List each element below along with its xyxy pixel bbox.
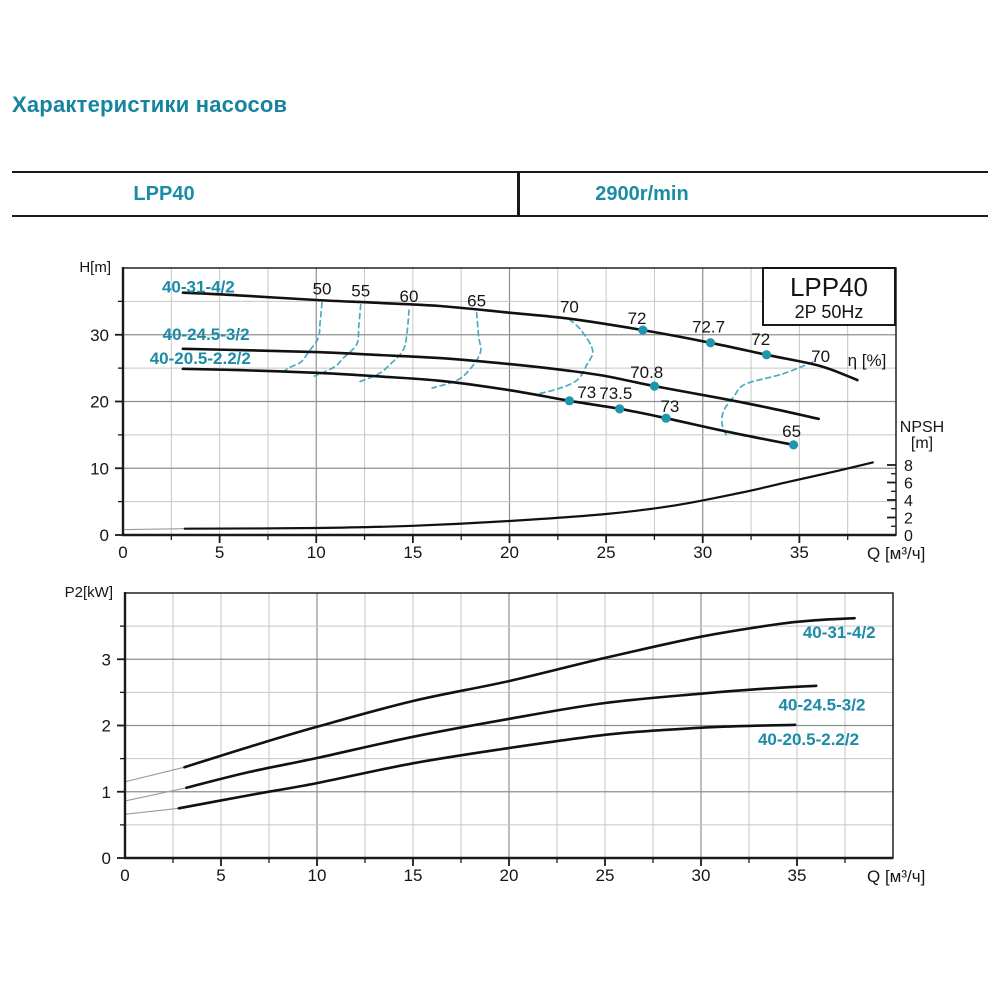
efficiency-contour-70 xyxy=(535,318,594,396)
efficiency-label: 55 xyxy=(351,282,370,301)
x-tick-label: 15 xyxy=(404,866,423,885)
x-tick-label: 30 xyxy=(692,866,711,885)
efficiency-dot xyxy=(788,440,799,450)
pump-model-cell: LPP40 xyxy=(133,183,195,205)
y-axis-title: P2[kW] xyxy=(65,584,113,601)
efficiency-label: 65 xyxy=(467,292,486,311)
y-tick-label: 1 xyxy=(102,783,111,802)
curve-40-24.5-3/2 xyxy=(185,684,818,790)
efficiency-label: 72.7 xyxy=(692,318,725,337)
npsh-curve-lead xyxy=(124,528,186,531)
npsh-axis-title: NPSH xyxy=(900,419,944,436)
y-tick-label: 2 xyxy=(102,717,111,736)
power-chart: 40-31-4/240-24.5-3/240-20.5-2.2/20 5 10 15 2… xyxy=(65,584,926,886)
type-box-model: LPP40 xyxy=(790,272,868,302)
npsh-tick-label: 0 xyxy=(904,528,913,545)
efficiency-dot xyxy=(638,325,648,335)
x-tick-label: 30 xyxy=(693,543,712,562)
x-tick-label: 20 xyxy=(500,543,519,562)
curve-label-40-20.5-2.2/2: 40-20.5-2.2/2 xyxy=(150,349,251,368)
efficiency-contour-60 xyxy=(355,309,410,384)
y-tick-label: 10 xyxy=(90,459,109,478)
efficiency-label: 70.8 xyxy=(630,363,663,382)
efficiency-dot xyxy=(564,396,575,406)
spec-table: LPP40 2900r/min xyxy=(12,171,988,217)
x-tick-label: 10 xyxy=(307,543,326,562)
efficiency-label: 73 xyxy=(577,383,596,402)
efficiency-label: 72 xyxy=(628,309,647,328)
curve-label-40-31-4/2: 40-31-4/2 xyxy=(162,278,235,297)
x-tick-label: 0 xyxy=(118,543,127,562)
y-tick-label: 3 xyxy=(102,650,111,669)
y-tick-label: 30 xyxy=(90,326,109,345)
npsh-curve xyxy=(183,461,874,530)
pump-speed-cell: 2900r/min xyxy=(595,183,689,205)
efficiency-contour-70 xyxy=(720,361,814,440)
y-tick-label: 20 xyxy=(90,393,109,412)
efficiency-label: η [%] xyxy=(848,351,887,370)
x-tick-label: 20 xyxy=(500,866,519,885)
curve-40-24.5-3/2 xyxy=(181,347,820,421)
curve-40-20.5-2.2/2 xyxy=(181,367,795,447)
y-axis-title: H[m] xyxy=(79,259,111,276)
y-tick-label: 0 xyxy=(100,526,109,545)
curve-lead-40-20.5-2.2/2 xyxy=(124,807,180,815)
type-box-speed: 2P 50Hz xyxy=(795,302,864,322)
x-tick-label: 35 xyxy=(788,866,807,885)
npsh-tick-label: 2 xyxy=(904,511,913,528)
x-tick-label: 25 xyxy=(597,543,616,562)
curve-label-40-31-4/2: 40-31-4/2 xyxy=(803,623,876,642)
x-tick-label: 10 xyxy=(308,866,327,885)
efficiency-label: 60 xyxy=(400,287,419,306)
spec-table-divider xyxy=(517,173,520,215)
x-axis-title: Q [м³/ч] xyxy=(867,544,925,563)
efficiency-dot xyxy=(649,381,660,391)
x-axis-title: Q [м³/ч] xyxy=(867,867,925,886)
x-tick-label: 5 xyxy=(216,866,225,885)
efficiency-label: 70 xyxy=(811,347,830,366)
x-tick-label: 25 xyxy=(596,866,615,885)
x-tick-label: 35 xyxy=(790,543,809,562)
y-tick-label: 0 xyxy=(102,849,111,868)
curve-40-31-4/2 xyxy=(183,616,856,769)
npsh-tick-label: 6 xyxy=(904,476,913,493)
efficiency-label: 72 xyxy=(751,330,770,349)
page-title: Характеристики насосов xyxy=(12,92,288,117)
curve-label-40-20.5-2.2/2: 40-20.5-2.2/2 xyxy=(758,730,859,749)
efficiency-label: 73.5 xyxy=(599,384,632,403)
curve-lead-40-31-4/2 xyxy=(124,766,186,783)
efficiency-contour-65 xyxy=(431,311,482,389)
efficiency-label: 50 xyxy=(313,280,332,299)
npsh-tick-label: 4 xyxy=(904,493,913,510)
efficiency-dot xyxy=(761,350,772,360)
x-tick-label: 0 xyxy=(120,866,129,885)
npsh-tick-label: 8 xyxy=(904,458,913,475)
efficiency-contour-50 xyxy=(284,301,323,371)
efficiency-label: 73 xyxy=(660,397,679,416)
efficiency-dot xyxy=(615,404,625,414)
curve-40-20.5-2.2/2 xyxy=(177,723,797,810)
efficiency-label: 65 xyxy=(782,422,801,441)
npsh-axis-unit: [m] xyxy=(911,435,933,452)
curve-lead-40-24.5-3/2 xyxy=(124,787,187,802)
efficiency-dot xyxy=(705,338,716,348)
x-tick-label: 5 xyxy=(215,543,224,562)
efficiency-label: 70 xyxy=(560,298,579,317)
curve-label-40-24.5-3/2: 40-24.5-3/2 xyxy=(163,325,250,344)
efficiency-dot xyxy=(661,413,671,423)
curve-label-40-24.5-3/2: 40-24.5-3/2 xyxy=(778,695,865,714)
x-tick-label: 15 xyxy=(403,543,422,562)
